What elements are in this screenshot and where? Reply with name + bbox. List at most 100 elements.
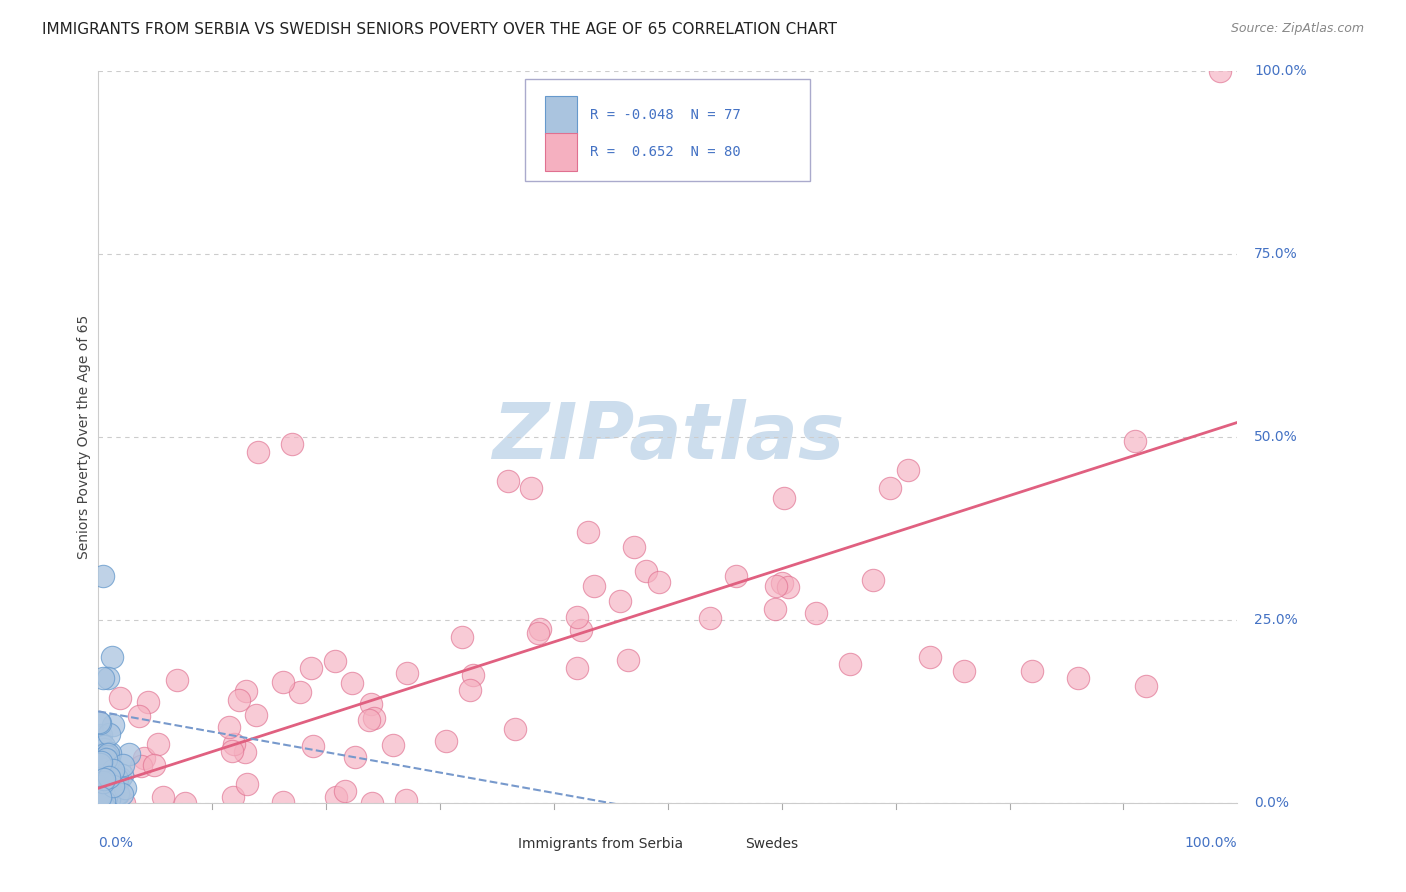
Point: [96, 782, 118, 797]
Point: [96, 789, 118, 804]
Point: [103, 764, 125, 778]
Point: [98, 771, 121, 785]
Point: [526, 626, 548, 640]
Point: [772, 491, 794, 505]
Point: [90, 768, 112, 782]
Text: 0.0%: 0.0%: [98, 836, 134, 850]
Point: [166, 673, 188, 688]
Point: [89, 747, 111, 762]
Point: [381, 738, 404, 752]
Point: [302, 739, 325, 753]
Point: [395, 665, 418, 680]
Point: [90, 772, 112, 786]
Point: [224, 737, 246, 751]
Point: [91, 779, 114, 793]
Point: [112, 757, 135, 772]
Point: [394, 793, 416, 807]
Point: [112, 796, 135, 810]
Point: [363, 711, 385, 725]
Point: [343, 750, 366, 764]
Point: [94, 752, 117, 766]
Point: [636, 565, 658, 579]
Point: [235, 683, 257, 698]
Point: [93, 739, 115, 753]
Point: [89, 776, 111, 790]
FancyBboxPatch shape: [707, 835, 740, 863]
Point: [228, 693, 250, 707]
Point: [87, 731, 110, 745]
Point: [90, 795, 112, 809]
Point: [299, 661, 322, 675]
Point: [98, 796, 121, 810]
Point: [1209, 64, 1232, 78]
Point: [765, 579, 787, 593]
Point: [699, 611, 721, 625]
Point: [93, 784, 115, 798]
Point: [360, 697, 382, 711]
Point: [97, 747, 120, 761]
Point: [505, 722, 527, 736]
Point: [565, 610, 588, 624]
Point: [325, 790, 347, 805]
Point: [111, 768, 134, 782]
Point: [763, 602, 786, 616]
Point: [98, 792, 121, 806]
Point: [498, 474, 520, 488]
Point: [129, 758, 152, 772]
Point: [98, 747, 121, 761]
Point: [463, 668, 485, 682]
Point: [107, 787, 129, 801]
Point: [132, 751, 155, 765]
Point: [96, 749, 118, 764]
FancyBboxPatch shape: [546, 133, 576, 171]
Point: [271, 675, 294, 690]
Point: [335, 784, 357, 798]
FancyBboxPatch shape: [479, 835, 512, 863]
Point: [97, 779, 120, 793]
Point: [90, 789, 112, 804]
Point: [897, 463, 920, 477]
Point: [108, 691, 131, 706]
Point: [87, 743, 110, 757]
Point: [128, 709, 150, 723]
Point: [862, 573, 884, 587]
Point: [118, 747, 141, 761]
Point: [725, 569, 748, 583]
Point: [91, 773, 114, 788]
Text: 100.0%: 100.0%: [1254, 64, 1308, 78]
Text: IMMIGRANTS FROM SERBIA VS SWEDISH SENIORS POVERTY OVER THE AGE OF 65 CORRELATION: IMMIGRANTS FROM SERBIA VS SWEDISH SENIOR…: [42, 22, 837, 37]
Point: [1021, 664, 1043, 678]
Point: [105, 772, 128, 787]
Point: [87, 785, 110, 799]
Point: [609, 594, 631, 608]
Point: [91, 771, 114, 785]
Point: [89, 715, 111, 730]
Point: [271, 795, 294, 809]
Point: [1067, 672, 1090, 686]
Point: [101, 789, 124, 804]
Point: [93, 742, 115, 756]
Point: [91, 672, 114, 686]
Point: [770, 576, 793, 591]
Point: [97, 752, 120, 766]
Point: [93, 774, 115, 789]
Point: [107, 786, 129, 800]
Text: 25.0%: 25.0%: [1254, 613, 1298, 627]
Point: [93, 768, 115, 782]
Point: [90, 772, 112, 786]
Point: [323, 654, 346, 668]
Point: [340, 676, 363, 690]
Text: 100.0%: 100.0%: [1185, 836, 1237, 850]
Point: [89, 790, 111, 805]
Point: [1123, 434, 1146, 448]
Point: [623, 540, 645, 554]
Point: [89, 756, 111, 771]
Text: ZIPatlas: ZIPatlas: [492, 399, 844, 475]
Point: [93, 794, 115, 808]
Point: [91, 750, 114, 764]
Point: [246, 444, 269, 458]
Point: [245, 707, 267, 722]
Point: [98, 770, 121, 784]
Point: [91, 569, 114, 583]
Point: [108, 771, 131, 785]
